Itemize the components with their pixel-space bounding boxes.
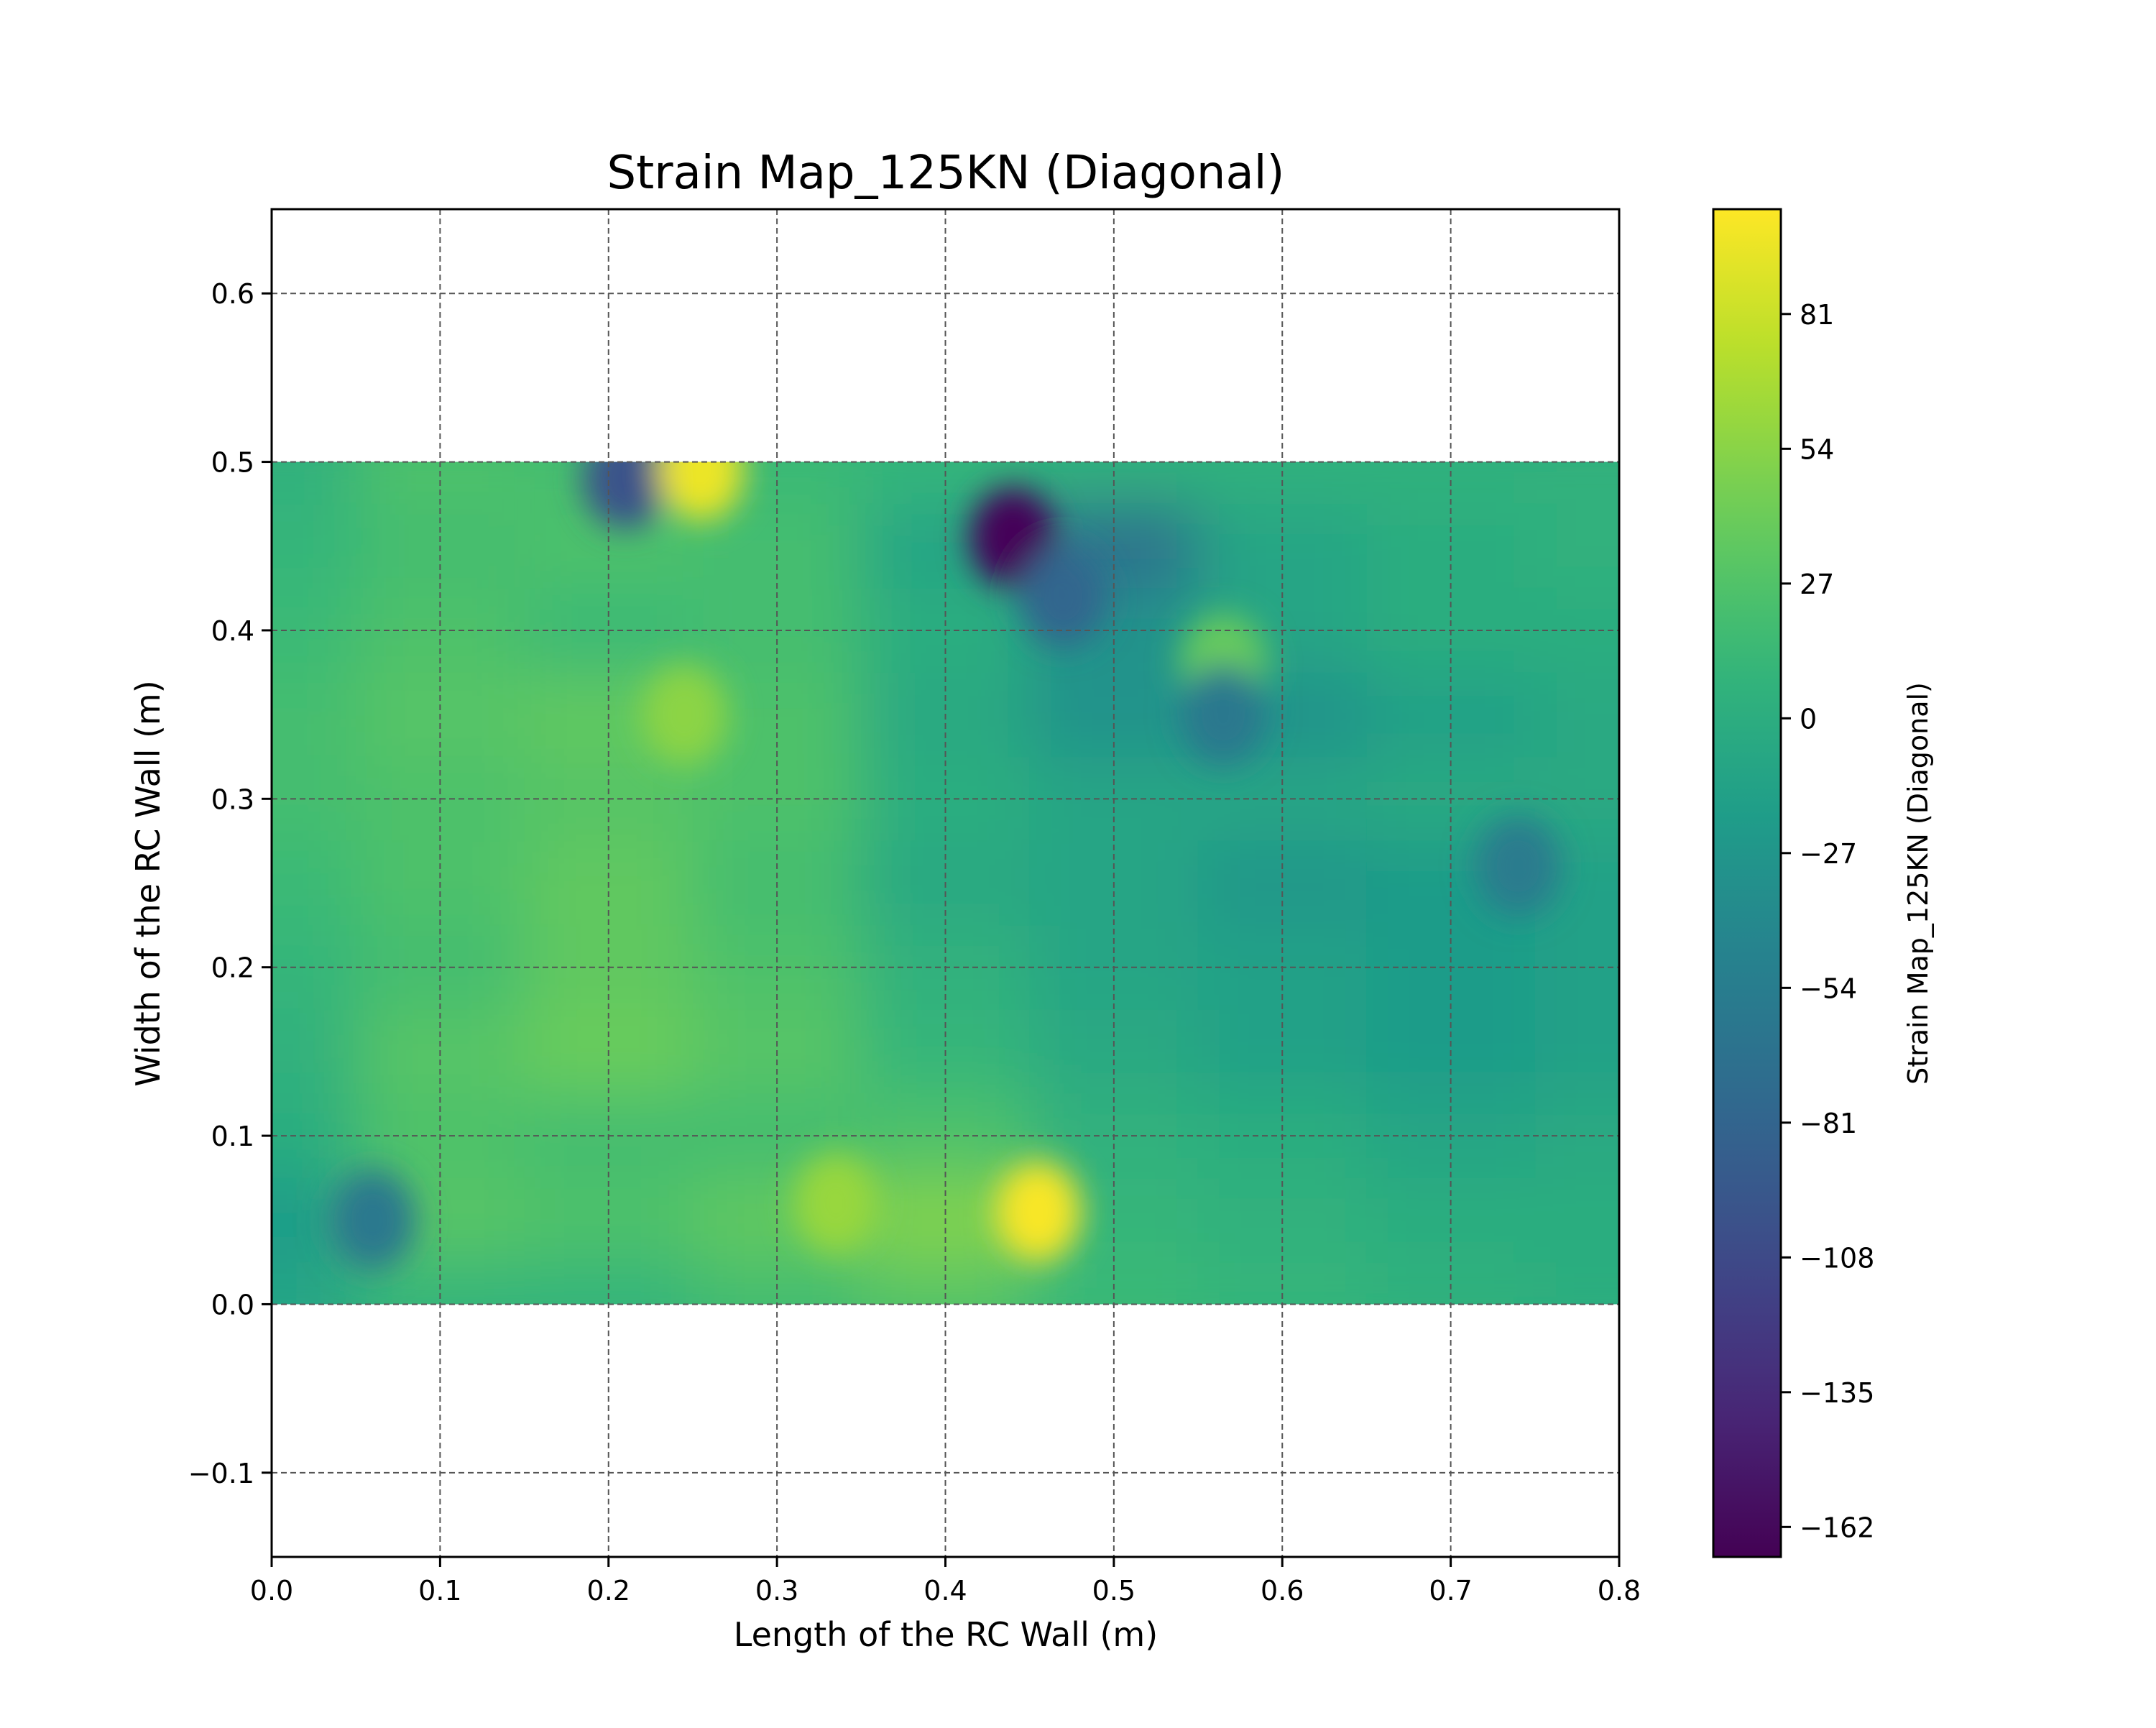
y-tick-label: 0.3 [211,783,254,815]
field-hotspot [793,1152,880,1254]
colorbar-tick-label: 27 [1800,569,1834,600]
y-tick-label: 0.1 [211,1121,254,1152]
y-tick-label: 0.0 [211,1289,254,1320]
colorbar-tick-label: −27 [1800,838,1857,870]
field-cell [272,840,356,926]
y-tick-label: −0.1 [188,1458,254,1489]
x-tick-label: 0.7 [1429,1575,1472,1607]
colorbar-tick-label: −54 [1800,973,1857,1004]
x-tick-label: 0.5 [1092,1575,1135,1607]
field-cell [1534,504,1619,589]
field-hotspot [329,1169,416,1271]
field-cell [1534,1009,1619,1094]
x-axis-label: Length of the RC Wall (m) [734,1615,1158,1654]
field-cell [272,504,356,589]
x-tick-label: 0.2 [587,1575,630,1607]
y-tick-label: 0.4 [211,615,254,647]
colorbar-ticks: 81 54 27 0 −27 −54 −81 −108 −135 −162 [1781,299,1874,1543]
field-hotspot [1475,816,1562,917]
field-cell [272,1261,356,1305]
colorbar-tick-label: −135 [1800,1377,1874,1409]
field-cell [1534,925,1619,1010]
field-hotspot [1180,664,1267,766]
y-tick-label: 0.6 [211,278,254,310]
y-axis-ticks: −0.1 0.0 0.1 0.2 0.3 0.4 0.5 0.6 [188,278,272,1489]
field-hotspot [582,461,669,529]
colorbar: 81 54 27 0 −27 −54 −81 −108 −135 −162 Strain Map_… [1712,208,1934,1558]
field-hotspot [995,1161,1082,1262]
field-hotspot [641,664,728,766]
colorbar-tick-label: −81 [1800,1108,1857,1139]
colorbar-gradient [1712,208,1782,1558]
x-tick-label: 0.1 [418,1575,461,1607]
colorbar-tick-label: −108 [1800,1242,1874,1274]
field-cell [1534,1093,1619,1178]
field-cell [272,1009,356,1094]
field-cell [272,672,356,757]
x-tick-label: 0.4 [923,1575,967,1607]
colorbar-label: Strain Map_125KN (Diagonal) [1902,682,1934,1085]
field-cell [1534,756,1619,841]
field-cell [1534,461,1619,505]
colorbar-tick-label: 54 [1800,433,1834,465]
y-axis-label: Width of the RC Wall (m) [129,680,167,1086]
x-tick-label: 0.8 [1598,1575,1641,1607]
x-axis-ticks: 0.0 0.1 0.2 0.3 0.4 0.5 0.6 0.7 0.8 [250,1557,1641,1607]
field-cell [1534,1177,1619,1262]
x-tick-label: 0.3 [755,1575,798,1607]
field-cell [1534,672,1619,757]
x-tick-label: 0.0 [250,1575,293,1607]
colorbar-tick-label: 81 [1800,299,1834,331]
y-tick-label: 0.5 [211,447,254,479]
field-cell [1534,1261,1619,1305]
colorbar-tick-label: 0 [1800,703,1817,735]
field-cell [272,461,356,505]
field-cell [1534,588,1619,673]
chart-title: Strain Map_125KN (Diagonal) [607,147,1285,200]
field-hotspot [1020,546,1107,648]
field-hotspot [658,461,745,521]
y-tick-label: 0.2 [211,952,254,984]
x-tick-label: 0.6 [1261,1575,1304,1607]
colorbar-tick-label: −162 [1800,1512,1874,1543]
